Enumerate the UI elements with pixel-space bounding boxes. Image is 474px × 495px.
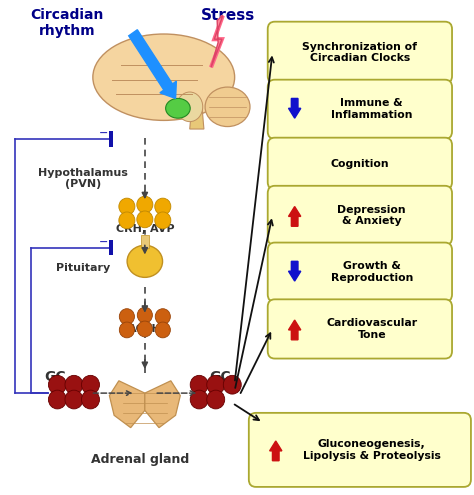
Circle shape <box>190 390 208 409</box>
FancyArrow shape <box>289 261 301 281</box>
Polygon shape <box>190 102 204 129</box>
FancyBboxPatch shape <box>268 138 452 190</box>
Text: Cognition: Cognition <box>330 158 389 169</box>
Circle shape <box>155 322 170 338</box>
Circle shape <box>65 375 83 394</box>
Circle shape <box>207 375 225 394</box>
Text: GC: GC <box>210 370 231 384</box>
Text: CRH, AVP: CRH, AVP <box>116 224 174 234</box>
Text: Depression
& Anxiety: Depression & Anxiety <box>337 204 406 226</box>
Circle shape <box>137 307 153 323</box>
Circle shape <box>207 390 225 409</box>
Text: Circadian
rhythm: Circadian rhythm <box>30 8 103 38</box>
FancyArrow shape <box>289 206 301 226</box>
FancyBboxPatch shape <box>141 235 149 248</box>
Ellipse shape <box>93 34 235 120</box>
Ellipse shape <box>127 246 163 277</box>
Circle shape <box>48 375 66 394</box>
FancyBboxPatch shape <box>268 299 452 358</box>
Text: Cardiovascular
Tone: Cardiovascular Tone <box>326 318 417 340</box>
Circle shape <box>190 375 208 394</box>
Polygon shape <box>109 381 145 428</box>
FancyArrow shape <box>289 320 301 340</box>
Text: ACTH: ACTH <box>128 324 162 334</box>
Bar <box>109 131 113 147</box>
Circle shape <box>137 196 153 213</box>
FancyBboxPatch shape <box>268 22 452 83</box>
Circle shape <box>223 375 241 394</box>
FancyArrow shape <box>289 99 301 118</box>
Polygon shape <box>145 381 180 428</box>
Text: Adrenal gland: Adrenal gland <box>91 453 189 466</box>
Circle shape <box>155 309 170 325</box>
Polygon shape <box>211 15 223 67</box>
FancyArrow shape <box>270 441 282 461</box>
Text: GC: GC <box>44 370 66 384</box>
Text: Immune &
Inflammation: Immune & Inflammation <box>331 99 412 120</box>
Circle shape <box>48 390 66 409</box>
FancyBboxPatch shape <box>268 186 452 245</box>
Bar <box>109 240 113 255</box>
Circle shape <box>82 390 100 409</box>
Text: Growth &
Reproduction: Growth & Reproduction <box>330 261 413 283</box>
Ellipse shape <box>177 92 203 122</box>
Text: −: − <box>99 237 109 247</box>
Circle shape <box>82 375 100 394</box>
Text: Synchronization of
Circadian Clocks: Synchronization of Circadian Clocks <box>302 42 418 63</box>
Circle shape <box>137 211 153 228</box>
Ellipse shape <box>205 87 250 127</box>
Text: Hypothalamus
(PVN): Hypothalamus (PVN) <box>38 168 128 189</box>
FancyArrow shape <box>129 30 176 99</box>
Circle shape <box>137 321 153 337</box>
Text: Gluconeogenesis,
Lipolysis & Proteolysis: Gluconeogenesis, Lipolysis & Proteolysis <box>303 439 441 461</box>
FancyBboxPatch shape <box>268 80 452 139</box>
FancyBboxPatch shape <box>249 413 471 487</box>
Circle shape <box>119 309 135 325</box>
Circle shape <box>155 198 171 215</box>
Text: Pituitary: Pituitary <box>56 263 110 273</box>
Circle shape <box>119 322 135 338</box>
Circle shape <box>119 198 135 215</box>
Text: −: − <box>99 128 109 138</box>
Circle shape <box>119 212 135 229</box>
Circle shape <box>155 212 171 229</box>
Text: Stress: Stress <box>201 8 255 23</box>
Circle shape <box>65 390 83 409</box>
FancyBboxPatch shape <box>268 243 452 302</box>
Ellipse shape <box>165 99 190 118</box>
